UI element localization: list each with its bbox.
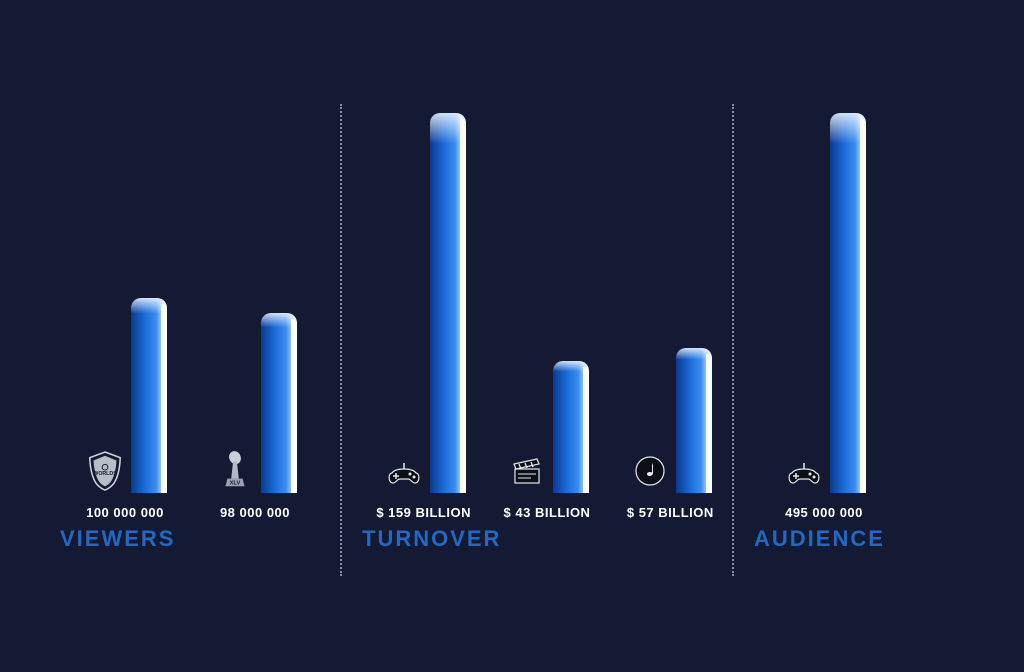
svg-text:WORLDS: WORLDS xyxy=(93,471,117,477)
svg-text:XLV: XLV xyxy=(230,480,241,486)
bars-row: $ 159 BILLION xyxy=(362,140,732,520)
value-label: $ 57 BILLION xyxy=(627,505,714,520)
bar-cell: $ 43 BILLION xyxy=(485,361,608,520)
value-label: $ 159 BILLION xyxy=(376,505,471,520)
group-viewers: WORLDS 100 000 000 X xyxy=(60,80,340,552)
bar-cell: $ 57 BILLION xyxy=(609,348,732,520)
value-label: $ 43 BILLION xyxy=(504,505,591,520)
music-disc-icon xyxy=(628,449,672,493)
gamepad-icon xyxy=(382,449,426,493)
bar-cell: $ 159 BILLION xyxy=(362,113,485,520)
bar xyxy=(430,113,466,493)
bar xyxy=(553,361,589,493)
group-turnover: $ 159 BILLION xyxy=(342,80,732,552)
clapperboard-icon xyxy=(505,449,549,493)
value-label: 100 000 000 xyxy=(86,505,164,520)
group-title: TURNOVER xyxy=(362,526,732,552)
bar-cell: XLV 98 000 000 xyxy=(190,313,320,520)
bar-cell: 495 000 000 xyxy=(754,113,894,520)
bar xyxy=(261,313,297,493)
super-bowl-trophy-icon: XLV xyxy=(213,449,257,493)
bars-row: 495 000 000 xyxy=(754,140,914,520)
group-title: VIEWERS xyxy=(60,526,340,552)
bars-row: WORLDS 100 000 000 X xyxy=(60,140,340,520)
group-audience: 495 000 000 AUDIENCE xyxy=(734,80,914,552)
chart-area: WORLDS 100 000 000 X xyxy=(60,80,964,552)
worlds-shield-icon: WORLDS xyxy=(83,449,127,493)
bar xyxy=(830,113,866,493)
bar xyxy=(131,298,167,493)
group-title: AUDIENCE xyxy=(754,526,914,552)
gamepad-icon xyxy=(782,449,826,493)
bar xyxy=(676,348,712,493)
value-label: 98 000 000 xyxy=(220,505,290,520)
value-label: 495 000 000 xyxy=(785,505,863,520)
bar-cell: WORLDS 100 000 000 xyxy=(60,298,190,520)
